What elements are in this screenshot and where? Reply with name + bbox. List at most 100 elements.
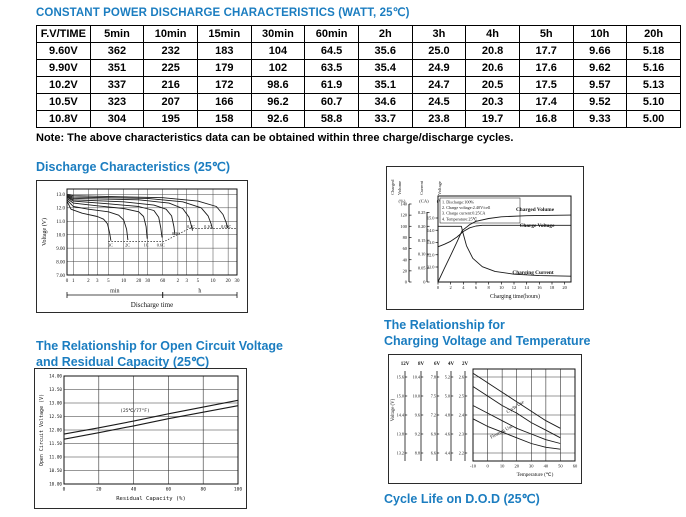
charging-voltage-temp-title-line1: The Relationship for: [384, 318, 505, 332]
table-header-row: F.V/TIME 5min 10min 15min 30min 60min 2h 3h 4h 5h…: [36, 25, 681, 43]
table-cell: 337: [89, 76, 145, 94]
voltage-tick-label: 12.0: [427, 252, 435, 257]
x-tick-label: 50: [558, 464, 563, 469]
discharge-curve-2C: [66, 199, 129, 241]
x-tick-label: 20: [226, 279, 232, 284]
table-cell: 34.6: [357, 93, 413, 111]
table-cell: 98.6: [250, 76, 306, 94]
x-tick-label: 16: [537, 285, 542, 290]
y-tick-label: 10.0: [56, 233, 65, 238]
table-cell: 225: [143, 59, 198, 77]
table-cell: 19.7: [465, 110, 520, 128]
discharge-chart: 0 1 2 3 5 10 20 30 60 2 3 5 10 20 30 13.0 12.0 11.0 10.0 9.…: [36, 180, 248, 313]
table-cell: 183: [196, 42, 252, 60]
curve-label: Charged Volume: [516, 207, 555, 213]
scale-tick-label: 8.8: [415, 451, 420, 456]
table-cell: 24.9: [411, 59, 467, 77]
current-tick-label: 0: [423, 280, 426, 285]
x-tick-label: 30: [145, 279, 151, 284]
x-tick-label: 18: [550, 285, 555, 290]
axis-name-rotated: Volume: [397, 181, 402, 195]
x-tick-label: 4: [462, 285, 465, 290]
table-row: 9.90V 351 225 179 102 63.5 35.4 24.9 20.6 17.6 9.6…: [36, 59, 681, 77]
x-tick-label: 0: [437, 285, 440, 290]
discharge-curve-0.1C: [66, 194, 213, 229]
table-cell: 17.4: [518, 93, 574, 111]
volume-tick-label: 80: [403, 235, 408, 240]
band-lower: [472, 418, 561, 450]
table-cell: 25.0: [411, 42, 467, 60]
x-tick-label: 20: [96, 487, 102, 493]
table-cell: 195: [143, 110, 198, 128]
y-tick-label: 8.00: [56, 260, 65, 265]
scale-tick-label: 2.4: [459, 413, 465, 418]
unit-segment-label: h: [198, 289, 201, 295]
axis-name-rotated: Charged: [390, 179, 395, 195]
table-header-cell: 30min: [250, 25, 306, 43]
table-header-cell: 5min: [89, 25, 145, 43]
x-tick-label: 10: [121, 279, 127, 284]
table-cell: 304: [89, 110, 145, 128]
x-tick-label: 60: [166, 487, 172, 493]
table-header-cell: 3h: [411, 25, 467, 43]
table-cell: 17.5: [518, 76, 574, 94]
voltage-tick-label: 14.0: [427, 228, 435, 233]
x-tick-label: -10: [470, 464, 477, 469]
y-tick-label: 11.50: [49, 441, 62, 447]
power-table-header: F.V/TIME 5min 10min 15min 30min 60min 2h 3h 4h 5h…: [36, 25, 681, 43]
table-cell: 92.6: [250, 110, 306, 128]
axis-unit: (%): [399, 199, 406, 204]
table-cell: 232: [143, 42, 198, 60]
discharge-curve-0.05C: [66, 193, 229, 229]
charge-chart: ChargedVolumeCurrentVoltage(%)(CA)(V)140…: [386, 166, 584, 310]
curve-label: 0.6C: [157, 242, 165, 247]
scale-tick-label: 10.0: [413, 394, 420, 399]
table-cell: 9.52: [572, 93, 628, 111]
x-tick-label: 6: [475, 285, 478, 290]
scale-header: 8V: [418, 362, 425, 367]
y-axis-label: Voltage (V): [41, 218, 48, 246]
table-cell: 5.10: [626, 93, 681, 111]
table-cell: 5.13: [626, 76, 681, 94]
table-row: 10.5V 323 207 166 96.2 60.7 34.6 24.5 20.3 17.4 9.…: [36, 93, 681, 111]
volume-tick-label: 100: [400, 224, 407, 229]
table-header-cell: 2h: [357, 25, 413, 43]
volume-tick-label: 40: [403, 257, 408, 262]
scale-tick-label: 9.6: [415, 413, 420, 418]
y-tick-label: 13.00: [49, 401, 62, 407]
x-tick-label: 40: [544, 464, 549, 469]
charge-curve-0: [437, 214, 572, 283]
table-cell: 58.8: [304, 110, 359, 128]
x-tick-label: 20: [136, 279, 142, 284]
table-header-cell: 60min: [304, 25, 359, 43]
scale-tick-label: 2.2: [459, 451, 464, 456]
x-axis-label: Charging time(hours): [490, 293, 540, 300]
table-cell: 9.57: [572, 76, 628, 94]
scale-tick-label: 7.2: [431, 413, 436, 418]
table-cell: 35.6: [357, 42, 413, 60]
band-upper: [472, 372, 561, 429]
table-cell: 362: [89, 42, 145, 60]
table-cell: 158: [196, 110, 252, 128]
legend-line: 1. Discharge:100%: [442, 200, 475, 205]
table-cell: 10.5V: [36, 93, 91, 111]
legend-line: 3. Charge current:0.25CA: [442, 211, 485, 216]
table-cell: 20.3: [465, 93, 520, 111]
x-tick-label: 10: [211, 279, 217, 284]
x-tick-label: 80: [200, 487, 206, 493]
band-lower: [472, 386, 561, 439]
curve-label: 0.05C: [221, 224, 231, 229]
scale-tick-label: 14.4: [397, 413, 405, 418]
table-cell: 17.6: [518, 59, 574, 77]
voltage-tick-label: 11.0: [427, 265, 435, 270]
table-cell: 35.4: [357, 59, 413, 77]
scale-tick-label: 4.6: [445, 432, 450, 437]
x-axis-label: Discharge time: [131, 301, 173, 309]
volume-tick-label: 140: [400, 202, 407, 207]
cutoff-line: [108, 228, 237, 242]
scale-tick-label: 4.4: [445, 451, 451, 456]
y-axis-label: Open Circuit Voltage (V): [39, 394, 45, 466]
power-table-body: 9.60V 362 232 183 104 64.5 35.6 25.0 20.8 17.7 9.6…: [36, 42, 681, 128]
discharge-section-title: Discharge Characteristics (25℃): [36, 160, 230, 174]
cycle-life-title: Cycle Life on D.O.D (25℃): [384, 492, 540, 506]
